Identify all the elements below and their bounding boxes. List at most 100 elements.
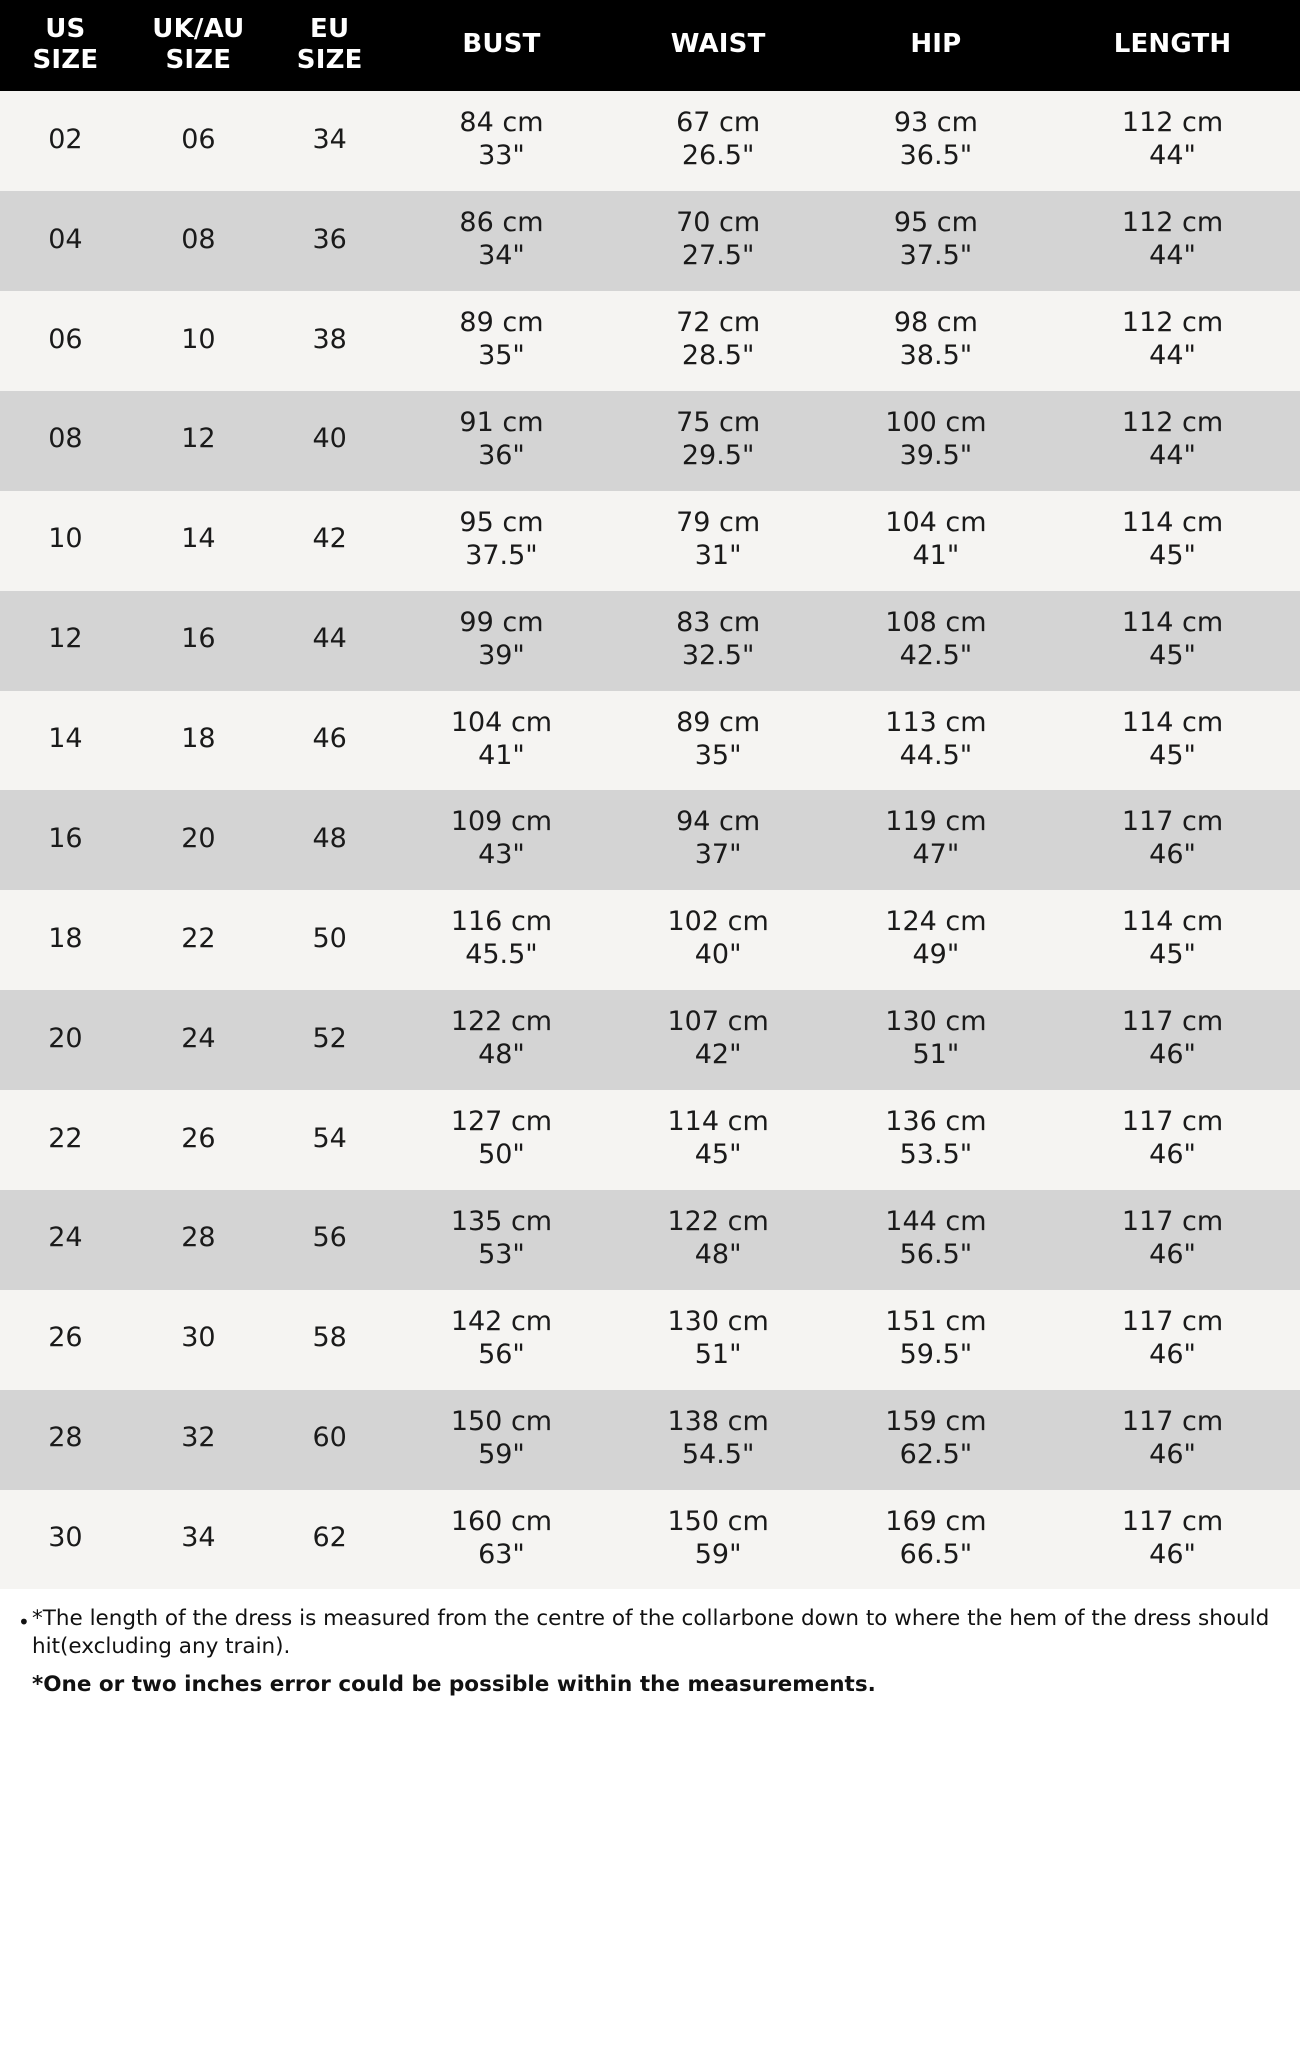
measurement-cm: 127 cm (450, 1106, 553, 1138)
cell-bust: 84 cm 33" (393, 91, 610, 192)
measurement-cm: 169 cm (885, 1505, 987, 1537)
column-header-length: LENGTH (1045, 0, 1300, 92)
cell-hip: 159 cm 62.5" (826, 1389, 1046, 1490)
measurement-cm: 114 cm (1121, 506, 1224, 538)
cell-bust: 127 cm 50" (393, 1090, 610, 1190)
cell-hip: 113 cm 44.5" (826, 690, 1046, 791)
measurement-inch: 32.5" (681, 639, 755, 671)
measurement-inch: 53" (478, 1238, 525, 1270)
measurement-cm: 95 cm (459, 506, 544, 538)
measurement-cm: 114 cm (667, 1106, 769, 1138)
cell-eu-size: 54 (265, 1090, 394, 1190)
measurement-cm: 119 cm (885, 806, 987, 838)
size-chart-table: US SIZE UK/AU SIZE EU SIZE BUST WAIST HIP LENGTH … (0, 0, 1300, 1590)
cell-waist: 75 cm 29.5" (609, 390, 827, 491)
cell-hip: 93 cm 36.5" (826, 91, 1046, 192)
cell-eu-size: 56 (265, 1189, 394, 1290)
cell-waist: 150 cm 59" (609, 1489, 827, 1590)
cell-us-size: 14 (0, 690, 131, 791)
cell-uk-au-size: 30 (130, 1289, 266, 1390)
cell-waist: 72 cm 28.5" (609, 291, 827, 391)
measurement-cm: 117 cm (1121, 1205, 1224, 1237)
measurement-inch: 44" (1149, 340, 1196, 372)
note-text: *One or two inches error could be possib… (32, 1672, 876, 1698)
measurement-cm: 95 cm (893, 207, 978, 239)
cell-hip: 130 cm 51" (826, 990, 1046, 1091)
measurement-cm: 144 cm (885, 1205, 987, 1237)
cell-us-size: 28 (0, 1389, 131, 1490)
table-row: 04 08 36 86 cm 34" 70 cm 27.5" 95 cm 37.5" 112 cm… (0, 191, 1300, 292)
cell-uk-au-size: 22 (130, 890, 266, 991)
cell-length: 117 cm 46" (1045, 990, 1300, 1091)
cell-hip: 104 cm 41" (826, 490, 1046, 591)
cell-us-size: 20 (0, 990, 131, 1091)
cell-us-size: 04 (0, 191, 131, 292)
measurement-inch: 42.5" (899, 639, 973, 671)
column-header-eu-size: EU SIZE (265, 0, 394, 92)
cell-us-size: 30 (0, 1489, 131, 1590)
cell-hip: 108 cm 42.5" (826, 590, 1046, 691)
column-header-bust: BUST (393, 0, 610, 92)
measurement-inch: 63" (478, 1538, 525, 1570)
cell-us-size: 16 (0, 790, 131, 891)
cell-uk-au-size: 26 (130, 1090, 266, 1190)
measurement-inch: 59.5" (899, 1338, 973, 1370)
cell-bust: 135 cm 53" (393, 1189, 610, 1290)
measurement-inch: 27.5" (681, 240, 755, 272)
measurement-inch: 45" (1149, 939, 1196, 971)
measurement-cm: 117 cm (1121, 1305, 1224, 1337)
measurement-inch: 48" (694, 1238, 742, 1270)
table-row: 20 24 52 122 cm 48" 107 cm 42" 130 cm 51" 117 cm 4… (0, 990, 1300, 1091)
cell-bust: 91 cm 36" (393, 390, 610, 491)
cell-length: 117 cm 46" (1045, 1189, 1300, 1290)
size-chart-page: US SIZE UK/AU SIZE EU SIZE BUST WAIST HIP LENGTH … (0, 0, 1300, 1719)
cell-eu-size: 38 (265, 291, 394, 391)
table-body: 02 06 34 84 cm 33" 67 cm 26.5" 93 cm 36.5" 112 cm… (0, 91, 1300, 1590)
cell-bust: 160 cm 63" (393, 1489, 610, 1590)
measurement-cm: 130 cm (885, 1006, 987, 1038)
notes-section: • *The length of the dress is measured fr… (0, 1589, 1300, 1719)
table-row: 08 12 40 91 cm 36" 75 cm 29.5" 100 cm 39.5" 112 c… (0, 390, 1300, 491)
cell-hip: 169 cm 66.5" (826, 1489, 1046, 1590)
column-header-line: SIZE (296, 44, 363, 75)
cell-length: 117 cm 46" (1045, 790, 1300, 891)
measurement-inch: 45" (1149, 739, 1196, 771)
measurement-inch: 46" (1149, 1338, 1196, 1370)
note-text: *The length of the dress is measured fro… (32, 1606, 1270, 1660)
column-header-waist: WAIST (609, 0, 827, 92)
measurement-cm: 107 cm (667, 1006, 769, 1038)
measurement-inch: 37" (694, 839, 742, 871)
column-header-hip: HIP (826, 0, 1046, 92)
measurement-cm: 135 cm (450, 1205, 553, 1237)
measurement-cm: 122 cm (450, 1006, 553, 1038)
measurement-cm: 89 cm (459, 307, 544, 339)
cell-eu-size: 44 (265, 590, 394, 691)
cell-uk-au-size: 18 (130, 690, 266, 791)
measurement-cm: 117 cm (1121, 1006, 1224, 1038)
measurement-inch: 36.5" (899, 140, 973, 172)
measurement-inch: 43" (478, 839, 525, 871)
cell-length: 112 cm 44" (1045, 291, 1300, 391)
cell-waist: 138 cm 54.5" (609, 1389, 827, 1490)
cell-length: 114 cm 45" (1045, 490, 1300, 591)
cell-bust: 116 cm 45.5" (393, 890, 610, 991)
measurement-cm: 109 cm (450, 806, 553, 838)
cell-uk-au-size: 16 (130, 590, 266, 691)
cell-hip: 100 cm 39.5" (826, 390, 1046, 491)
cell-bust: 99 cm 39" (393, 590, 610, 691)
column-header-line: HIP (910, 29, 962, 60)
measurement-inch: 46" (1149, 1039, 1196, 1071)
cell-waist: 107 cm 42" (609, 990, 827, 1091)
column-header-line: UK/AU (152, 14, 245, 44)
measurement-cm: 122 cm (667, 1205, 769, 1237)
cell-hip: 119 cm 47" (826, 790, 1046, 891)
measurement-inch: 38.5" (899, 340, 973, 372)
cell-waist: 114 cm 45" (609, 1090, 827, 1190)
cell-eu-size: 50 (265, 890, 394, 991)
measurement-inch: 35" (694, 739, 742, 771)
cell-eu-size: 58 (265, 1289, 394, 1390)
measurement-cm: 116 cm (450, 906, 553, 938)
measurement-inch: 56.5" (899, 1238, 973, 1270)
cell-hip: 124 cm 49" (826, 890, 1046, 991)
cell-eu-size: 48 (265, 790, 394, 891)
